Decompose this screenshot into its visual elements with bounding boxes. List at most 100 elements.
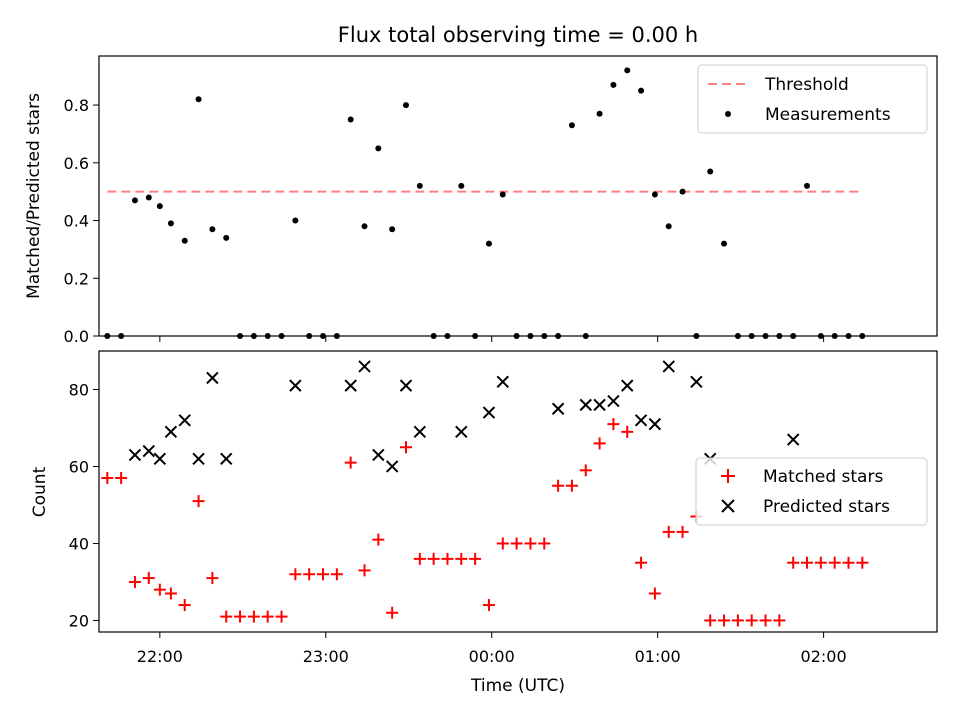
x-tick-label: 00:00: [469, 647, 515, 666]
ratio-y-ticks: 0.0 0.2 0.4 0.6 0.8: [64, 96, 99, 346]
y-tick-label: 0.4: [64, 212, 89, 231]
y-tick-label: 80: [69, 380, 89, 399]
ratio-axes-frame: [98, 55, 938, 337]
predicted-stars-legend-swatch: [721, 499, 735, 513]
y-tick-label: 20: [69, 611, 89, 630]
ratio-panel: Flux total observing time = 0.00 h 0.0 0.…: [24, 23, 938, 346]
predicted-star-point: [385, 460, 399, 473]
measurement-point: [292, 217, 299, 224]
count-y-axis-label: Count: [30, 466, 50, 517]
threshold-legend-label: Threshold: [764, 75, 849, 95]
matched-star-point: [759, 614, 772, 627]
measurement-point: [375, 145, 382, 152]
ratio-x-ticks: [159, 336, 825, 342]
measurement-point: [804, 182, 811, 189]
measurement-point: [638, 87, 645, 94]
measurement-point: [361, 223, 368, 230]
measurement-point: [624, 67, 631, 74]
matched-star-point: [538, 537, 551, 550]
matched-star-point: [153, 583, 166, 596]
measurement-point: [665, 223, 672, 230]
predicted-star-point: [690, 375, 703, 389]
matched-star-point: [261, 610, 274, 623]
measurement-point: [347, 116, 354, 123]
count-plot-area: [101, 360, 869, 627]
matched-star-point: [635, 556, 648, 569]
chart-title: Flux total observing time = 0.00 h: [338, 23, 698, 47]
measurement-point: [156, 203, 163, 210]
predicted-star-point: [496, 375, 509, 389]
matched-star-point: [178, 599, 191, 612]
predicted-star-point: [634, 414, 648, 427]
ratio-y-axis-label: Matched/Predicted stars: [24, 93, 44, 299]
matched-star-point: [579, 464, 592, 477]
measurement-point: [209, 226, 216, 233]
matched-star-point: [482, 599, 495, 612]
matched-star-point: [372, 533, 385, 546]
predicted-star-point: [142, 444, 155, 458]
matched-star-point: [234, 610, 247, 623]
predicted-star-point: [220, 452, 233, 465]
predicted-star-point: [358, 360, 371, 373]
measurement-point: [596, 110, 603, 117]
matched-star-point: [496, 537, 509, 550]
matched-star-point: [247, 610, 260, 623]
predicted-star-point: [178, 414, 191, 427]
predicted-star-point: [399, 379, 413, 392]
measurement-point: [721, 240, 728, 247]
matched-star-point: [787, 556, 800, 569]
measurement-point: [485, 240, 492, 247]
predicted-star-point: [128, 448, 142, 462]
matched-star-point: [552, 479, 565, 492]
matched-star-point: [206, 572, 219, 585]
matched-star-point: [565, 479, 578, 492]
x-tick-label: 02:00: [801, 647, 847, 666]
matched-star-point: [115, 472, 128, 485]
measurement-point: [499, 191, 506, 198]
measurement-point: [131, 197, 138, 204]
y-tick-label: 40: [69, 534, 89, 553]
measurement-point: [707, 168, 714, 175]
matched-star-point: [524, 537, 537, 550]
matched-star-point: [441, 552, 454, 565]
matched-star-point: [469, 552, 482, 565]
y-tick-label: 0.0: [64, 327, 89, 346]
predicted-star-point: [593, 398, 606, 412]
predicted-star-point: [153, 452, 167, 465]
ratio-legend-box: [697, 64, 928, 134]
predicted-star-point: [551, 402, 565, 415]
y-tick-label: 0.6: [64, 154, 89, 173]
x-tick-label: 23:00: [303, 647, 349, 666]
predicted-star-point: [579, 398, 592, 412]
measurement-point: [610, 81, 617, 88]
predicted-star-point: [662, 360, 675, 373]
matched-star-point: [593, 437, 606, 450]
matched-star-point: [317, 568, 330, 581]
matched-star-point: [399, 441, 412, 454]
measurement-point: [195, 96, 202, 103]
y-tick-label: 0.8: [64, 96, 89, 115]
matched-star-point: [164, 587, 177, 600]
measurement-point: [416, 182, 423, 189]
predicted-star-point: [206, 371, 219, 385]
matched-star-point: [101, 472, 114, 485]
x-tick-label: 22:00: [137, 647, 183, 666]
matched-star-point: [718, 614, 731, 627]
matched-star-point: [828, 556, 841, 569]
y-tick-label: 60: [69, 457, 89, 476]
matched-star-point: [745, 614, 758, 627]
predicted-star-point: [482, 406, 496, 419]
matched-star-point: [856, 556, 869, 569]
measurement-point: [389, 226, 396, 233]
measurement-point: [181, 237, 188, 244]
predicted-star-point: [786, 433, 800, 446]
matched-star-point: [842, 556, 855, 569]
matched-star-point: [773, 614, 786, 627]
measurements-legend-label: Measurements: [765, 105, 891, 125]
matched-star-point: [704, 614, 717, 627]
matched-star-point: [607, 418, 620, 431]
matched-star-point: [731, 614, 744, 627]
measurement-point: [145, 194, 152, 201]
predicted-star-point: [413, 425, 427, 439]
